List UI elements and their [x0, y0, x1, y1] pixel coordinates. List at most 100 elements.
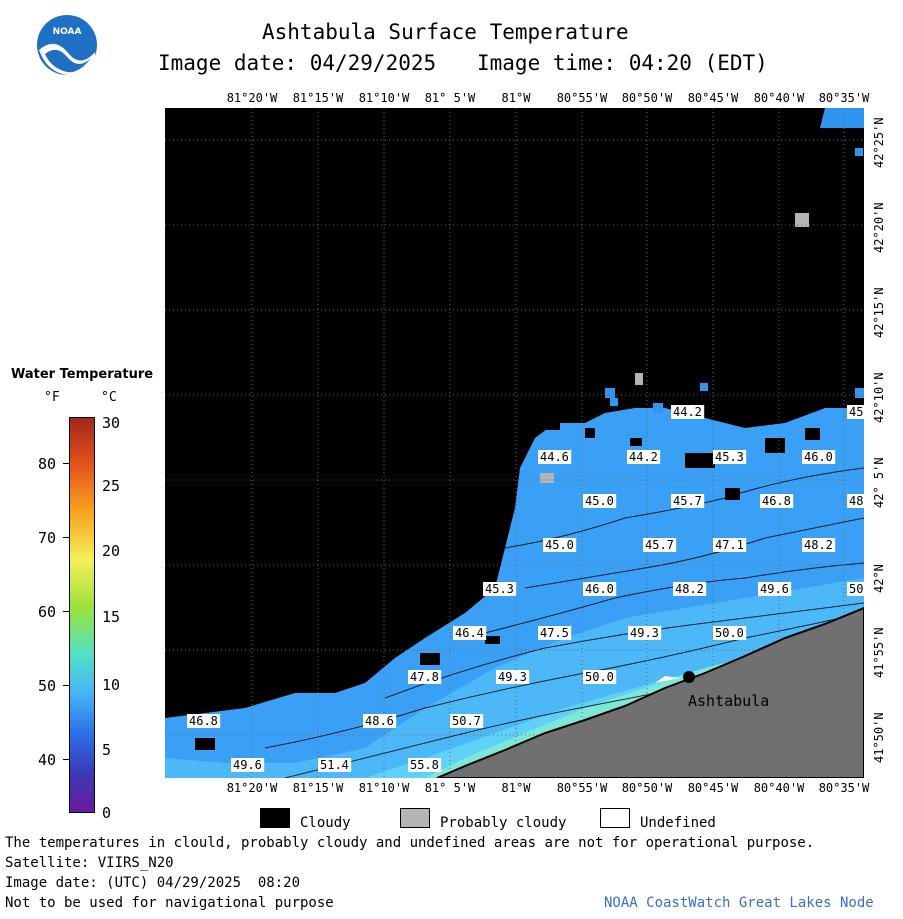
longitude-label: 80°50'W [621, 781, 673, 795]
longitude-label: 80°45'W [687, 91, 739, 105]
legend-probably-cloudy-label: Probably cloudy [440, 815, 567, 831]
ashtabula-marker [683, 671, 695, 683]
longitude-label: 81° 5'W [424, 781, 476, 795]
svg-text:47.8: 47.8 [410, 670, 439, 684]
celsius-tick-label: 10 [102, 676, 121, 694]
svg-text:46.8: 46.8 [189, 714, 218, 728]
temperature-label: 45.7 [671, 494, 705, 508]
svg-text:50: 50 [849, 582, 863, 596]
latitude-label: 42°N [872, 564, 886, 593]
svg-text:44.2: 44.2 [629, 450, 658, 464]
temperature-label: 46.8 [187, 714, 221, 728]
fahrenheit-tick-mark [63, 685, 69, 686]
longitude-label: 80°55'W [556, 781, 608, 795]
fahrenheit-tick-label: 70 [38, 529, 57, 547]
longitude-label: 81°10'W [358, 91, 410, 105]
svg-text:45.3: 45.3 [485, 582, 514, 596]
longitude-label: 80°55'W [556, 91, 608, 105]
temperature-label: 45 [847, 405, 864, 419]
longitude-label: 81°20'W [226, 91, 278, 105]
svg-text:55.8: 55.8 [410, 758, 439, 772]
temperature-label: 47.8 [408, 670, 442, 684]
temperature-map: 44.2 45 44.6 44.2 45.3 46.0 45.0 45.7 46.8 48 45.0… [165, 108, 864, 778]
latitude-label: 42°20'N [872, 202, 886, 253]
logo-text: NOAA [52, 27, 82, 37]
temperature-label: 48.2 [673, 582, 707, 596]
temperature-label: 45.0 [583, 494, 617, 508]
temperature-label: 55.8 [408, 758, 442, 772]
nav-warning: Not to be used for navigational purpose [5, 895, 334, 911]
latitude-label: 42°25'N [872, 117, 886, 168]
legend-undefined-swatch [600, 808, 630, 828]
svg-text:45.0: 45.0 [545, 538, 574, 552]
legend-probably-cloudy-swatch [400, 808, 430, 828]
legend-undefined-label: Undefined [640, 815, 716, 831]
utc-date: Image date: (UTC) 04/29/2025 08:20 [5, 875, 301, 891]
longitude-label: 80°40'W [753, 781, 805, 795]
temperature-label: 49.3 [628, 626, 662, 640]
temperature-label: 47.5 [538, 626, 572, 640]
svg-text:50.7: 50.7 [452, 714, 481, 728]
celsius-tick-label: 25 [102, 477, 121, 495]
longitude-label: 81°W [501, 781, 531, 795]
temperature-label: 46.8 [760, 494, 794, 508]
svg-text:45.3: 45.3 [715, 450, 744, 464]
svg-text:48.6: 48.6 [365, 714, 394, 728]
temperature-label: 51.4 [318, 758, 352, 772]
celsius-tick-label: 20 [102, 542, 121, 560]
longitude-label: 81°15'W [292, 781, 344, 795]
temperature-label: 44.6 [538, 450, 572, 464]
water-region [820, 108, 864, 128]
svg-text:48: 48 [849, 494, 863, 508]
noaa-logo: NOAA [35, 14, 99, 76]
svg-text:48.2: 48.2 [804, 538, 833, 552]
longitude-label: 80°40'W [753, 91, 805, 105]
celsius-tick-label: 5 [102, 741, 112, 759]
svg-text:49.6: 49.6 [233, 758, 262, 772]
svg-text:50.0: 50.0 [715, 626, 744, 640]
svg-text:46.0: 46.0 [804, 450, 833, 464]
svg-text:45: 45 [849, 405, 863, 419]
celsius-tick-label: 0 [102, 804, 112, 822]
longitude-label: 80°35'W [818, 781, 870, 795]
image-time: Image time: 04:20 (EDT) [477, 51, 768, 75]
svg-text:45.7: 45.7 [645, 538, 674, 552]
colorbar [69, 417, 95, 813]
celsius-tick-label: 15 [102, 608, 121, 626]
temperature-label: 45.7 [643, 538, 677, 552]
temperature-label: 44.2 [627, 450, 661, 464]
latitude-label: 41°55'N [872, 627, 886, 678]
fahrenheit-tick-mark [63, 463, 69, 464]
fahrenheit-tick-label: 40 [38, 751, 57, 769]
latitude-label: 42°10'N [872, 372, 886, 423]
image-date: Image date: 04/29/2025 [158, 51, 437, 75]
credit: NOAA CoastWatch Great Lakes Node [604, 895, 874, 911]
latitude-label: 41°50'N [872, 712, 886, 763]
svg-text:46.8: 46.8 [762, 494, 791, 508]
temperature-label: 46.4 [453, 626, 487, 640]
fahrenheit-tick-label: 50 [38, 677, 57, 695]
longitude-label: 81°20'W [226, 781, 278, 795]
temperature-label: 50 [847, 582, 864, 596]
satellite: Satellite: VIIRS_N20 [5, 855, 174, 871]
temperature-label: 50.0 [713, 626, 747, 640]
temperature-label: 46.0 [583, 582, 617, 596]
svg-text:46.4: 46.4 [455, 626, 484, 640]
longitude-label: 81°W [501, 91, 531, 105]
legend-cloudy-label: Cloudy [300, 815, 351, 831]
fahrenheit-tick-label: 80 [38, 455, 57, 473]
temperature-label: 45.3 [713, 450, 747, 464]
unit-fahrenheit: °F [44, 390, 60, 405]
svg-text:49.6: 49.6 [760, 582, 789, 596]
temperature-label: 48 [847, 494, 864, 508]
svg-text:47.1: 47.1 [715, 538, 744, 552]
legend-cloudy-swatch [260, 808, 290, 828]
temperature-label: 50.7 [450, 714, 484, 728]
temperature-label: 48.2 [802, 538, 836, 552]
fahrenheit-tick-mark [63, 611, 69, 612]
svg-text:45.0: 45.0 [585, 494, 614, 508]
map-title: Ashtabula Surface Temperature [262, 20, 629, 44]
longitude-label: 81°10'W [358, 781, 410, 795]
svg-text:45.7: 45.7 [673, 494, 702, 508]
longitude-label: 80°35'W [818, 91, 870, 105]
